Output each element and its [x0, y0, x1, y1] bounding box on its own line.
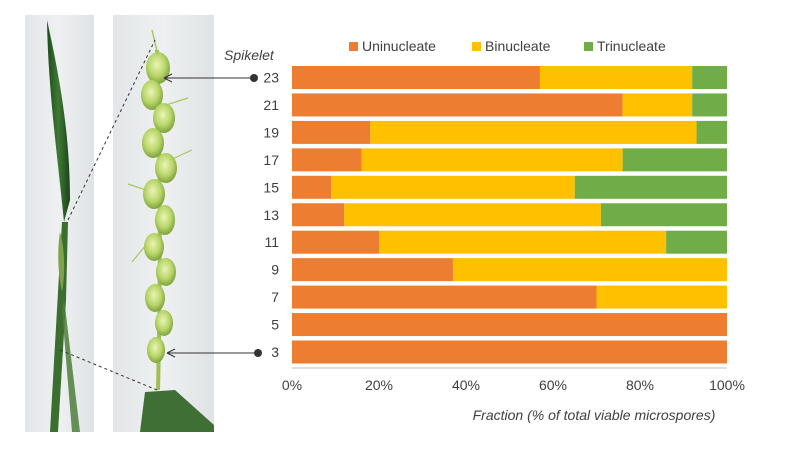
- bar-binucleate-11: [379, 230, 667, 254]
- bar-trinucleate-11: [666, 230, 727, 254]
- bar-binucleate-9: [452, 258, 727, 282]
- category-label: 9: [271, 262, 279, 278]
- lower-leaf: [62, 298, 80, 432]
- spikelet: [141, 80, 163, 110]
- spikelet: [153, 103, 175, 133]
- bars: [292, 66, 727, 364]
- bar-trinucleate-15: [574, 175, 727, 199]
- bar-uninucleate-9: [292, 258, 453, 282]
- category-label: 23: [263, 70, 279, 86]
- spikelet: [156, 258, 176, 286]
- bar-binucleate-17: [361, 148, 623, 172]
- spikelet-awn: [131, 244, 147, 263]
- flag-leaf: [47, 20, 70, 222]
- spikelet-awn: [169, 149, 193, 161]
- bar-uninucleate-3: [292, 340, 727, 364]
- tiller-photo: [25, 15, 94, 432]
- category-label: 11: [264, 234, 279, 250]
- bar-uninucleate-17: [292, 148, 362, 172]
- legend-label-uninucleate: Uninucleate: [362, 38, 436, 54]
- category-label: 5: [271, 317, 279, 333]
- bar-uninucleate-23: [292, 66, 540, 89]
- bar-binucleate-13: [344, 203, 601, 227]
- spikelet: [155, 153, 177, 183]
- category-labels: 23 21 19 17 15 13 11 9 7 5 3: [263, 70, 279, 361]
- bar-trinucleate-19: [696, 120, 727, 144]
- legend-swatch-trinucleate: [584, 42, 593, 51]
- y-axis-title: Spikelet: [224, 47, 275, 63]
- bar-trinucleate-23: [692, 66, 727, 89]
- legend: Uninucleate Binucleate Trinucleate: [349, 38, 666, 54]
- spike-photo: [113, 15, 214, 432]
- spikelet: [143, 179, 165, 209]
- bar-trinucleate-13: [600, 203, 727, 227]
- category-label: 13: [263, 207, 279, 223]
- bar-uninucleate-21: [292, 93, 623, 117]
- legend-label-binucleate: Binucleate: [485, 38, 551, 54]
- bar-uninucleate-7: [292, 285, 597, 309]
- spikelet: [155, 205, 175, 235]
- bar-trinucleate-17: [622, 148, 727, 172]
- bar-binucleate-23: [539, 66, 693, 89]
- sheath-spike: [58, 232, 65, 292]
- spikelet: [155, 310, 173, 336]
- category-label: 7: [271, 289, 279, 305]
- x-tick-label: 80%: [626, 377, 654, 393]
- spikelet-cluster: [127, 29, 193, 363]
- category-label: 19: [263, 124, 279, 140]
- spikelet: [145, 284, 165, 312]
- spikelet: [142, 128, 164, 158]
- spikelet: [147, 337, 165, 363]
- bar-binucleate-15: [331, 175, 575, 199]
- arrowhead-icon: [163, 73, 173, 83]
- spikelet-awn: [127, 183, 147, 191]
- x-tick-label: 40%: [452, 377, 480, 393]
- x-tick-label: 100%: [709, 377, 745, 393]
- legend-swatch-uninucleate: [349, 42, 358, 51]
- x-axis-title: Fraction (% of total viable microspores): [473, 407, 716, 423]
- category-label: 3: [271, 344, 279, 360]
- x-tick-labels: 0% 20% 40% 60% 80% 100%: [282, 377, 745, 393]
- category-label: 15: [263, 179, 279, 195]
- chart: Spikelet Uninucleate Binucleate Trinucleat…: [224, 38, 745, 423]
- arrowhead-icon: [166, 348, 176, 358]
- x-tick-label: 60%: [539, 377, 567, 393]
- bar-binucleate-21: [622, 93, 693, 117]
- category-label: 21: [263, 97, 279, 113]
- bar-uninucleate-5: [292, 313, 727, 337]
- spikelet-awn: [165, 97, 189, 106]
- x-tick-label: 20%: [365, 377, 393, 393]
- marker-spikelet-bottom: [166, 348, 262, 358]
- category-label: 17: [263, 152, 279, 168]
- bar-uninucleate-11: [292, 230, 379, 254]
- x-tick-label: 0%: [282, 377, 302, 393]
- bar-trinucleate-21: [692, 93, 727, 117]
- spikelet-awn: [151, 29, 159, 56]
- spikelet: [146, 52, 170, 84]
- spikelet: [144, 233, 164, 261]
- bar-uninucleate-15: [292, 175, 332, 199]
- legend-swatch-binucleate: [472, 42, 481, 51]
- bar-uninucleate-19: [292, 120, 371, 144]
- marker-spikelet-top: [163, 73, 258, 83]
- bar-binucleate-19: [370, 120, 697, 144]
- legend-label-trinucleate: Trinucleate: [597, 38, 666, 54]
- spike-base-leaves: [140, 390, 214, 432]
- bar-uninucleate-13: [292, 203, 345, 227]
- bar-binucleate-7: [596, 285, 727, 309]
